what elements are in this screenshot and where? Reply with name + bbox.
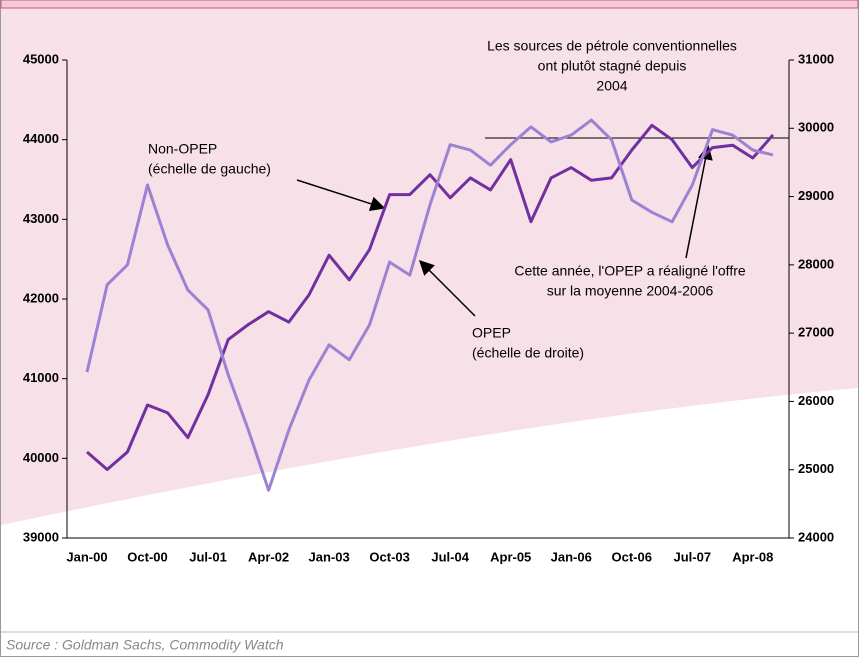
x-tick-label: Jul-04 <box>431 549 469 564</box>
annotation: Les sources de pétrole conventionnelles <box>487 38 737 54</box>
arrow <box>296 179 386 212</box>
y2-tick-label: 26000 <box>798 393 834 408</box>
y-tick-label: 44000 <box>23 131 59 146</box>
y-tick-label: 39000 <box>23 529 59 544</box>
x-tick-label: Jul-07 <box>674 549 712 564</box>
y2-tick-label: 31000 <box>798 51 834 66</box>
y2-tick-label: 28000 <box>798 256 834 271</box>
x-tick-label: Jul-01 <box>189 549 227 564</box>
source: Source : Goldman Sachs, Commodity Watch <box>6 637 284 653</box>
y-tick-label: 42000 <box>23 290 59 305</box>
arrow <box>685 144 713 259</box>
x-tick-label: Jan-00 <box>66 549 107 564</box>
y-tick-label: 45000 <box>23 51 59 66</box>
annotation: (échelle de droite) <box>472 345 584 361</box>
line-series <box>86 123 775 471</box>
y-tick-label: 41000 <box>23 370 59 385</box>
annotation: ont plutôt stagné depuis <box>538 58 687 74</box>
y-tick-label: 40000 <box>23 450 59 465</box>
x-tick-label: Apr-08 <box>732 549 773 564</box>
y-tick-label: 43000 <box>23 211 59 226</box>
annotation: 2004 <box>596 78 627 94</box>
x-tick-label: Oct-06 <box>612 549 652 564</box>
y2-tick-label: 30000 <box>798 120 834 135</box>
annotation: (échelle de gauche) <box>148 161 271 177</box>
annotation: sur la moyenne 2004-2006 <box>547 283 714 299</box>
annotation: Non-OPEP <box>148 141 217 157</box>
x-tick-label: Apr-05 <box>490 549 531 564</box>
annotation: OPEP <box>472 325 511 341</box>
annotation: Cette année, l'OPEP a réaligné l'offre <box>514 263 746 279</box>
x-tick-label: Oct-03 <box>369 549 409 564</box>
y2-tick-label: 25000 <box>798 461 834 476</box>
x-tick-label: Oct-00 <box>127 549 167 564</box>
x-tick-label: Apr-02 <box>248 549 289 564</box>
line-series <box>85 118 774 492</box>
arrow <box>418 259 476 317</box>
x-tick-label: Jan-03 <box>309 549 350 564</box>
y2-tick-label: 27000 <box>798 325 834 340</box>
title-bar <box>0 0 859 9</box>
x-tick-label: Jan-06 <box>551 549 592 564</box>
y2-tick-label: 24000 <box>798 529 834 544</box>
y2-tick-label: 29000 <box>798 188 834 203</box>
